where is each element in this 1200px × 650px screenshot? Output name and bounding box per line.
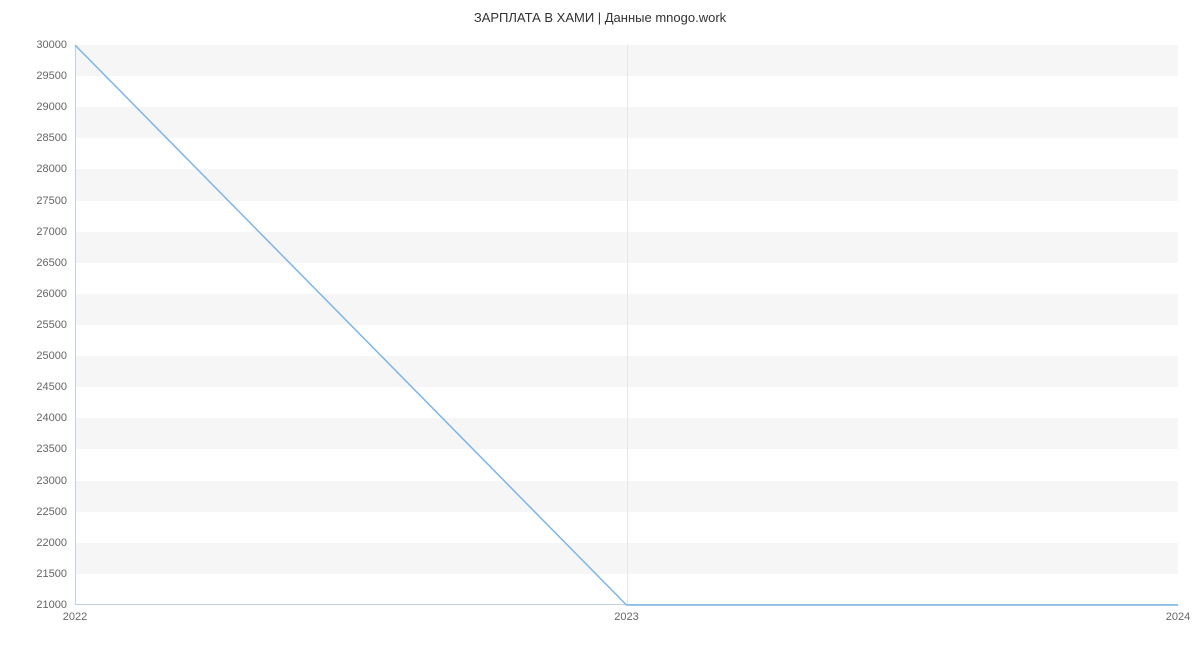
chart-title: ЗАРПЛАТА В ХАМИ | Данные mnogo.work: [0, 10, 1200, 25]
y-tick-label: 28500: [36, 132, 75, 144]
y-tick-label: 26000: [36, 288, 75, 300]
y-tick-label: 29500: [36, 70, 75, 82]
y-tick-label: 29000: [36, 101, 75, 113]
x-tick-label: 2022: [63, 605, 87, 623]
y-tick-label: 22500: [36, 506, 75, 518]
plot-area: 2100021500220002250023000235002400024500…: [75, 45, 1178, 605]
y-tick-label: 24000: [36, 412, 75, 424]
y-tick-label: 27500: [36, 195, 75, 207]
y-tick-label: 30000: [36, 39, 75, 51]
series-layer: [75, 45, 1178, 605]
x-tick-label: 2023: [614, 605, 638, 623]
y-tick-label: 27000: [36, 226, 75, 238]
y-tick-label: 23000: [36, 475, 75, 487]
y-tick-label: 25500: [36, 319, 75, 331]
y-tick-label: 28000: [36, 163, 75, 175]
y-tick-label: 24500: [36, 381, 75, 393]
y-tick-label: 21500: [36, 568, 75, 580]
y-tick-label: 25000: [36, 350, 75, 362]
series-line-salary: [75, 45, 1178, 605]
chart-container: ЗАРПЛАТА В ХАМИ | Данные mnogo.work 2100…: [0, 0, 1200, 650]
y-tick-label: 26500: [36, 257, 75, 269]
x-tick-label: 2024: [1166, 605, 1190, 623]
y-tick-label: 22000: [36, 537, 75, 549]
y-tick-label: 23500: [36, 443, 75, 455]
